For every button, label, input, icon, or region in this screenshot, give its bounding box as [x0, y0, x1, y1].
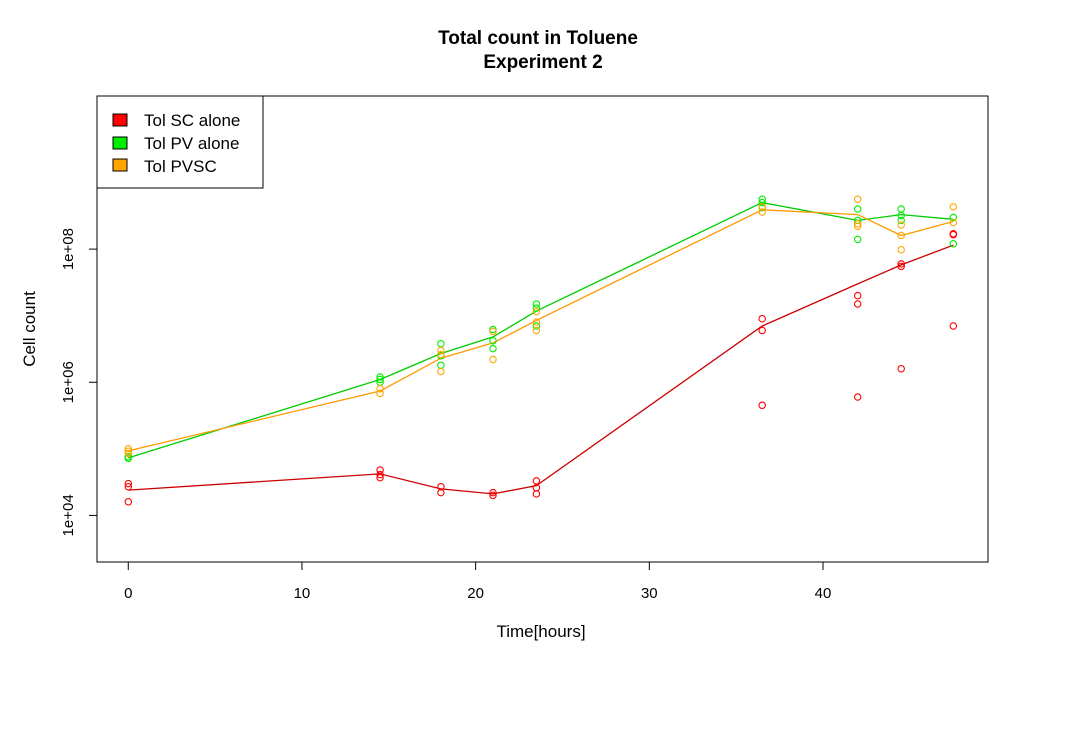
x-tick-label: 20	[467, 585, 484, 602]
data-point	[897, 216, 905, 225]
data-point	[437, 350, 445, 359]
data-point	[949, 203, 958, 211]
y-axis-label: Cell count	[20, 291, 39, 367]
data-point	[949, 230, 958, 239]
data-point	[532, 326, 541, 335]
data-point	[532, 477, 541, 485]
data-point	[758, 208, 766, 216]
y-axis: 1e+04 1e+06 1e+08	[60, 228, 98, 536]
x-tick-label: 10	[294, 585, 311, 602]
y-tick-label: 1e+04	[60, 494, 77, 536]
data-point	[853, 235, 862, 244]
data-point	[376, 466, 384, 474]
data-point	[532, 490, 541, 498]
chart-title: Total count in Toluene	[438, 28, 638, 49]
series-points	[124, 195, 958, 506]
data-point	[376, 373, 384, 381]
data-point	[758, 326, 766, 335]
data-point	[532, 300, 541, 308]
data-point	[437, 339, 445, 348]
data-point	[124, 482, 133, 491]
data-point	[853, 393, 862, 401]
data-point	[949, 218, 958, 227]
data-point	[897, 205, 905, 213]
legend-label-sc: Tol SC alone	[144, 111, 240, 130]
data-point	[124, 498, 133, 506]
data-point	[897, 262, 905, 271]
data-point	[489, 355, 497, 364]
data-point	[437, 346, 445, 355]
series-lines	[128, 201, 954, 495]
data-point	[758, 198, 766, 207]
data-point	[949, 322, 958, 330]
data-point	[949, 240, 958, 248]
y-tick-label: 1e+06	[60, 361, 77, 403]
y-tick-label: 1e+08	[60, 228, 77, 270]
chart-subtitle: Experiment 2	[483, 52, 602, 73]
data-point	[853, 205, 862, 213]
x-axis: 0 10 20 30 40	[124, 561, 832, 602]
data-point	[853, 291, 862, 300]
legend-swatch-sc	[112, 113, 128, 127]
data-point	[853, 222, 862, 231]
x-tick-label: 40	[815, 585, 832, 602]
data-point	[758, 203, 766, 211]
series-line-0	[128, 244, 954, 495]
legend-item-pv: Tol PV alone	[112, 134, 239, 153]
data-point	[489, 327, 497, 336]
data-point	[897, 231, 905, 240]
data-point	[437, 361, 445, 370]
data-point	[532, 322, 541, 330]
data-point	[758, 314, 766, 323]
data-point	[853, 195, 862, 204]
data-point	[489, 344, 497, 353]
x-tick-label: 30	[641, 585, 658, 602]
legend-swatch-pv	[112, 136, 128, 150]
data-point	[124, 454, 133, 463]
data-point	[489, 491, 497, 500]
data-point	[897, 221, 905, 229]
data-point	[949, 213, 958, 222]
data-point	[897, 245, 905, 254]
data-point	[376, 470, 384, 479]
data-point	[532, 318, 541, 326]
data-point	[758, 401, 766, 410]
data-point	[376, 389, 384, 398]
data-point	[853, 220, 862, 228]
legend-label-pvsc: Tol PVSC	[144, 157, 217, 176]
data-point	[532, 307, 541, 316]
legend-label-pv: Tol PV alone	[144, 134, 239, 153]
data-point	[489, 488, 497, 497]
data-point	[897, 211, 905, 220]
data-point	[376, 375, 384, 384]
data-point	[124, 479, 133, 488]
data-point	[124, 449, 133, 458]
data-point	[124, 445, 133, 453]
x-axis-label: Time[hours]	[496, 622, 585, 641]
data-point	[532, 304, 541, 312]
data-point	[489, 337, 497, 345]
x-tick-label: 0	[124, 585, 132, 602]
data-point	[124, 447, 133, 455]
data-point	[853, 300, 862, 308]
legend-swatch-pvsc	[112, 158, 128, 172]
data-point	[437, 488, 445, 497]
data-point	[897, 364, 905, 373]
data-point	[376, 384, 384, 393]
legend: Tol SC alone Tol PV alone Tol PVSC	[96, 95, 264, 189]
series-line-1	[128, 201, 954, 459]
data-point	[437, 367, 445, 376]
legend-item-pvsc: Tol PVSC	[112, 157, 217, 176]
data-point	[758, 195, 766, 204]
legend-item-sc: Tol SC alone	[112, 111, 240, 130]
data-point	[897, 260, 905, 268]
data-point	[376, 473, 384, 482]
series-line-2	[128, 209, 954, 452]
